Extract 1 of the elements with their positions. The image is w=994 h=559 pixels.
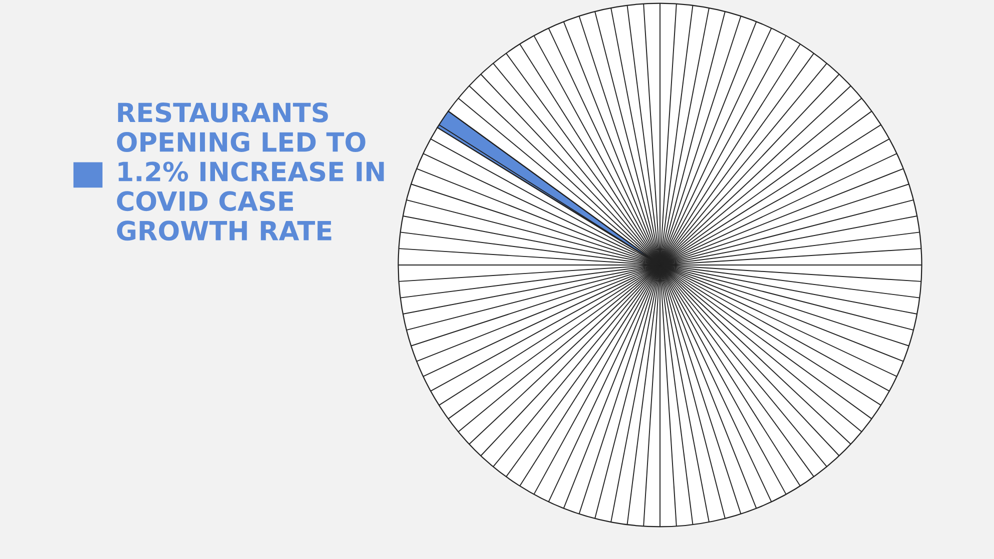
legend-label: RESTAURANTS OPENING LED TO 1.2% INCREASE IN COVID CASE GROWTH RATE xyxy=(116,102,384,241)
